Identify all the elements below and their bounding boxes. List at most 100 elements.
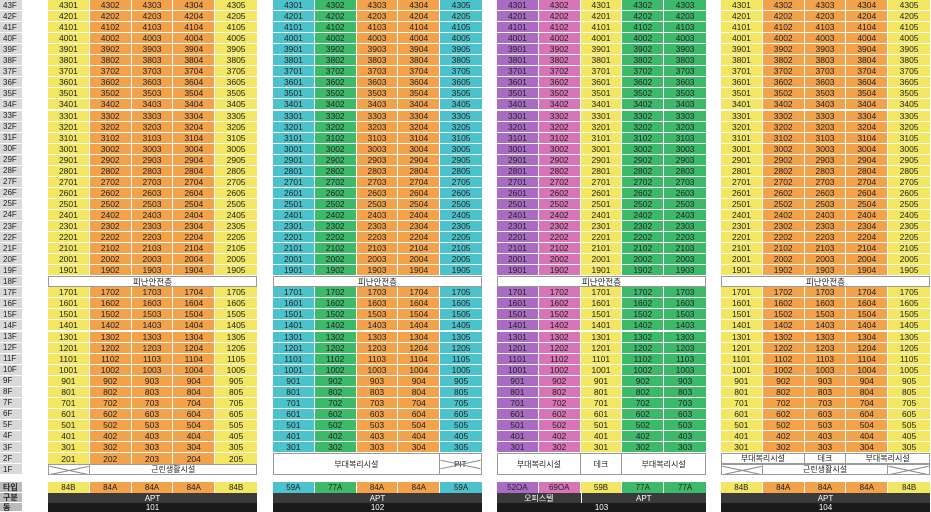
unit-cell[interactable]: 2804 (173, 165, 216, 176)
unit-cell[interactable]: 3604 (846, 77, 889, 88)
unit-cell[interactable]: 2202 (538, 232, 581, 243)
unit-cell[interactable]: 502 (762, 419, 805, 430)
unit-cell[interactable]: 3704 (846, 66, 889, 77)
unit-cell[interactable]: 803 (664, 386, 706, 397)
unit-cell[interactable]: 2502 (762, 198, 805, 209)
unit-cell[interactable]: 3702 (89, 66, 132, 77)
unit-cell[interactable]: 2103 (131, 243, 174, 254)
unit-cell[interactable]: 4102 (314, 22, 357, 33)
unit-cell[interactable]: 701 (721, 397, 763, 408)
unit-cell[interactable]: 3602 (762, 77, 805, 88)
unit-cell[interactable]: 202 (89, 453, 132, 465)
unit-cell[interactable]: 3501 (497, 88, 539, 99)
unit-cell[interactable]: 3102 (762, 132, 805, 143)
unit-cell[interactable]: 1905 (440, 265, 482, 276)
unit-cell[interactable]: 1605 (440, 298, 482, 309)
unit-cell[interactable]: 3501 (721, 88, 763, 99)
unit-cell[interactable]: 3405 (440, 99, 482, 110)
unit-cell[interactable]: 3101 (580, 132, 623, 143)
unit-cell[interactable]: 803 (356, 386, 399, 397)
unit-cell[interactable]: 2004 (398, 254, 441, 265)
unit-cell[interactable]: 2802 (89, 165, 132, 176)
unit-cell[interactable]: 1302 (89, 331, 132, 342)
unit-cell[interactable]: 1705 (888, 287, 930, 298)
unit-cell[interactable]: 1504 (846, 309, 889, 320)
unit-cell[interactable]: 1703 (131, 287, 174, 298)
unit-cell[interactable]: 2103 (804, 243, 847, 254)
unit-cell[interactable]: 1205 (215, 342, 257, 353)
unit-cell[interactable]: 3405 (888, 99, 930, 110)
unit-cell[interactable]: 3502 (762, 88, 805, 99)
unit-cell[interactable]: 1205 (888, 342, 930, 353)
unit-cell[interactable]: 1501 (497, 309, 539, 320)
unit-cell[interactable]: 3801 (48, 55, 90, 66)
unit-cell[interactable]: 603 (664, 408, 706, 419)
unit-cell[interactable]: 3005 (888, 143, 930, 154)
unit-cell[interactable]: 3601 (273, 77, 315, 88)
unit-cell[interactable]: 3302 (622, 110, 665, 121)
unit-cell[interactable]: 3202 (538, 121, 581, 132)
unit-cell[interactable]: 4201 (497, 11, 539, 22)
unit-cell[interactable]: 1003 (131, 364, 174, 375)
unit-cell[interactable]: 1405 (888, 320, 930, 331)
unit-cell[interactable]: 3003 (131, 143, 174, 154)
unit-cell[interactable]: 4304 (173, 0, 216, 11)
unit-cell[interactable]: 3301 (48, 110, 90, 121)
unit-cell[interactable]: 1005 (888, 364, 930, 375)
unit-cell[interactable]: 2705 (440, 176, 482, 187)
unit-cell[interactable]: 1901 (721, 265, 763, 276)
unit-cell[interactable]: 2605 (888, 187, 930, 198)
unit-cell[interactable]: 3303 (664, 110, 706, 121)
unit-cell[interactable]: 2702 (538, 176, 581, 187)
unit-cell[interactable]: 4304 (846, 0, 889, 11)
unit-cell[interactable]: 3504 (398, 88, 441, 99)
unit-cell[interactable]: 3802 (89, 55, 132, 66)
unit-cell[interactable]: 4003 (804, 33, 847, 44)
unit-cell[interactable]: 3003 (804, 143, 847, 154)
unit-cell[interactable]: 1603 (804, 298, 847, 309)
unit-cell[interactable]: 1501 (580, 309, 623, 320)
unit-cell[interactable]: 2903 (131, 154, 174, 165)
unit-cell[interactable]: 2601 (721, 187, 763, 198)
unit-cell[interactable]: 1404 (398, 320, 441, 331)
unit-cell[interactable]: 2803 (131, 165, 174, 176)
unit-cell[interactable]: 1403 (804, 320, 847, 331)
unit-cell[interactable]: 3703 (804, 66, 847, 77)
unit-cell[interactable]: 3102 (89, 132, 132, 143)
unit-cell[interactable]: 2203 (131, 232, 174, 243)
unit-cell[interactable]: 403 (664, 430, 706, 441)
unit-cell[interactable]: 4101 (273, 22, 315, 33)
unit-cell[interactable]: 902 (762, 375, 805, 386)
unit-cell[interactable]: 1303 (131, 331, 174, 342)
unit-cell[interactable]: 2103 (664, 243, 706, 254)
unit-cell[interactable]: 903 (664, 375, 706, 386)
unit-cell[interactable]: 3303 (804, 110, 847, 121)
unit-cell[interactable]: 3805 (215, 55, 257, 66)
unit-cell[interactable]: 402 (538, 430, 581, 441)
unit-cell[interactable]: 4005 (215, 33, 257, 44)
unit-cell[interactable]: 1903 (664, 265, 706, 276)
unit-cell[interactable]: 3002 (538, 143, 581, 154)
unit-cell[interactable]: 1205 (440, 342, 482, 353)
unit-cell[interactable]: 2601 (497, 187, 539, 198)
unit-cell[interactable]: 2802 (762, 165, 805, 176)
unit-cell[interactable]: 1903 (804, 265, 847, 276)
unit-cell[interactable]: 1102 (314, 353, 357, 364)
unit-cell[interactable]: 1102 (89, 353, 132, 364)
unit-cell[interactable]: 4301 (273, 0, 315, 11)
unit-cell[interactable]: 1601 (48, 298, 90, 309)
unit-cell[interactable]: 4201 (580, 11, 623, 22)
unit-cell[interactable]: 1401 (580, 320, 623, 331)
unit-cell[interactable]: 3403 (664, 99, 706, 110)
unit-cell[interactable]: 1301 (497, 331, 539, 342)
unit-cell[interactable]: 2604 (846, 187, 889, 198)
unit-cell[interactable]: 303 (131, 442, 174, 453)
unit-cell[interactable]: 3002 (762, 143, 805, 154)
unit-cell[interactable]: 1703 (664, 287, 706, 298)
unit-cell[interactable]: 1105 (440, 353, 482, 364)
unit-cell[interactable]: 1503 (804, 309, 847, 320)
unit-cell[interactable]: 4103 (804, 22, 847, 33)
unit-cell[interactable]: 2301 (273, 221, 315, 232)
unit-cell[interactable]: 3805 (440, 55, 482, 66)
unit-cell[interactable]: 1705 (215, 287, 257, 298)
